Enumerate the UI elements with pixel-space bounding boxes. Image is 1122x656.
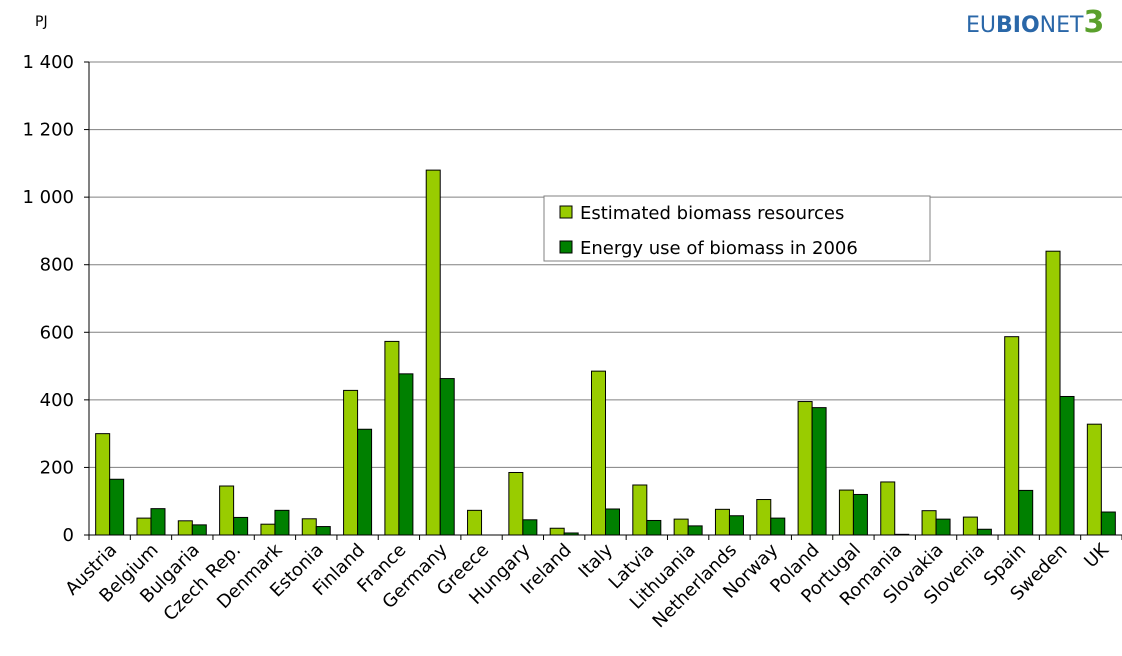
bar-use [646,519,662,536]
bar-use [233,516,249,536]
y-tick-label: 400 [40,390,74,411]
bar-use [852,493,868,536]
bar-resources [384,340,400,536]
bar-resources [1045,250,1061,536]
y-tick-label: 1 000 [22,187,74,208]
bar-resources [1004,336,1020,536]
y-tick-label: 0 [63,525,74,546]
bar-use [935,518,951,536]
bar-use [1018,489,1034,536]
bar-resources [838,489,854,536]
bar-resources [1086,423,1102,536]
bar-use [605,508,620,536]
y-tick-label: 600 [40,322,74,343]
logo-bio: BIO [996,13,1040,38]
bar-resources [425,169,441,536]
y-tick-labels: 0 200 400 600 800 1 000 1 200 1 400 [22,52,89,546]
bar-use [150,508,166,536]
bar-resources [136,517,152,536]
axes [88,62,1122,540]
bar-resources [549,527,565,536]
bar-use [687,525,703,536]
bar-resources [177,520,193,536]
bar-resources [467,509,483,536]
logo-eu: EU [966,13,996,38]
bar-resources [95,433,111,536]
legend: Estimated biomass resources Energy use o… [543,195,931,262]
bar-use [439,378,455,536]
bar-resources [797,401,813,536]
legend-box [543,195,931,262]
y-axis-unit-label: PJ [35,14,48,30]
bar-use [976,528,992,536]
logo-3: 3 [1083,5,1104,40]
bar-use [522,519,538,536]
y-tick-label: 800 [40,255,74,276]
bar-use [1059,395,1075,536]
legend-swatch-resources [559,205,573,219]
bar-use [1100,511,1116,536]
bar-resources [508,471,524,536]
bar-resources [260,523,276,536]
bar-resources [714,508,730,536]
y-tick-label: 200 [40,457,74,478]
bar-use [191,524,207,536]
bar-resources [921,510,937,536]
y-tick-label: 1 200 [22,120,74,141]
bar-resources [756,499,772,536]
bar-resources [880,481,896,536]
bar-use [398,373,414,536]
bar-resources [301,518,317,536]
bar-use [315,526,331,536]
x-tick-label: UK [1080,539,1113,572]
bar-use [274,509,290,536]
bars [95,169,1116,536]
bar-resources [962,516,978,536]
logo: EUBIONET3 [966,5,1104,40]
logo-text: EUBIONET3 [966,5,1104,40]
bar-use [357,428,373,536]
bar-use [770,517,786,536]
legend-label-use: Energy use of biomass in 2006 [580,238,858,259]
bar-use [811,407,827,536]
bar-resources [591,370,606,536]
bar-resources [343,389,359,536]
y-tick-label: 1 400 [22,52,74,73]
logo-net: NET [1040,13,1084,38]
legend-swatch-use [559,240,573,254]
bar-use [109,478,125,536]
bar-use [728,515,744,536]
bar-resources [632,484,648,536]
bar-resources [673,518,689,536]
bar-resources [219,485,235,536]
legend-label-resources: Estimated biomass resources [580,203,844,224]
